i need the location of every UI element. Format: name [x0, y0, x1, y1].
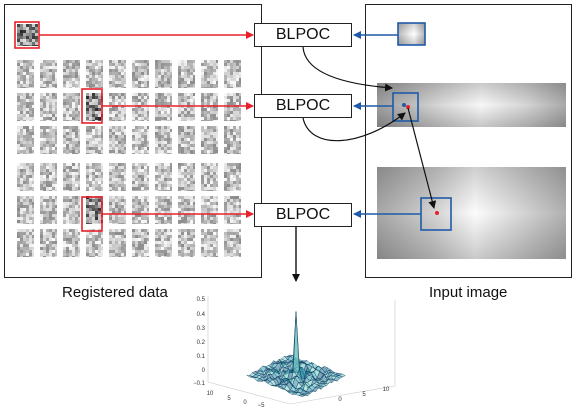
x-tick: 10: [383, 387, 390, 393]
z-tick: 0.1: [197, 354, 206, 360]
z-tick: 0.2: [197, 340, 206, 346]
y-tick: 0: [243, 400, 247, 406]
input-image-large: [377, 167, 566, 259]
input-image-small: [398, 23, 425, 45]
blpoc-block-3: BLPOC: [254, 203, 352, 227]
y-tick: 5: [227, 396, 231, 402]
z-tick: 0: [202, 368, 206, 374]
input-image-caption: Input image: [429, 284, 507, 301]
z-tick: 0.3: [197, 326, 206, 332]
z-tick: −0.1: [193, 381, 206, 387]
registered-patch-grid: [17, 24, 241, 257]
blpoc-block-2: BLPOC: [254, 94, 352, 118]
poc-surface-plot: [208, 296, 395, 404]
input-image-medium: [377, 83, 566, 127]
flow-arrow-1: [303, 47, 392, 88]
registered-data-caption: Registered data: [62, 284, 168, 301]
x-tick: 0: [338, 397, 342, 403]
y-tick: −5: [258, 403, 266, 408]
y-tick: 10: [207, 391, 214, 397]
x-tick: 5: [362, 392, 366, 398]
z-tick: 0.4: [197, 312, 206, 318]
z-tick: 0.5: [197, 297, 206, 303]
blpoc-block-1: BLPOC: [254, 23, 352, 47]
